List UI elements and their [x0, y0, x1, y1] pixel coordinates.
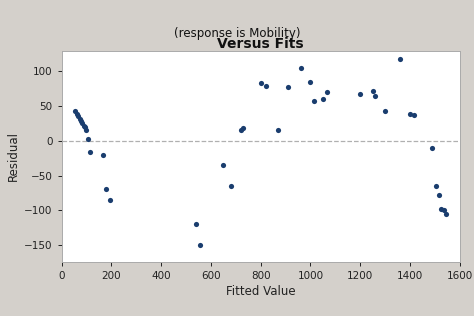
Title: Versus Fits: Versus Fits	[218, 37, 304, 51]
Point	[262, 83, 269, 88]
Point	[297, 65, 304, 70]
Point	[73, 111, 81, 116]
Point	[82, 127, 90, 132]
Point	[435, 192, 442, 198]
Point	[274, 127, 282, 132]
Point	[102, 187, 110, 192]
Text: (response is Mobility): (response is Mobility)	[174, 27, 300, 40]
Point	[192, 222, 200, 227]
Point	[410, 112, 418, 118]
X-axis label: Fitted Value: Fitted Value	[226, 285, 295, 299]
Point	[323, 90, 330, 95]
Point	[72, 108, 79, 113]
Point	[442, 211, 450, 216]
Point	[356, 92, 364, 97]
Point	[74, 113, 82, 118]
Point	[371, 94, 379, 99]
Point	[219, 162, 227, 167]
Point	[284, 84, 292, 89]
Point	[307, 80, 314, 85]
Point	[428, 145, 436, 150]
Point	[432, 183, 440, 188]
Point	[76, 116, 83, 121]
Y-axis label: Residual: Residual	[7, 131, 20, 181]
Point	[81, 125, 89, 130]
Point	[86, 149, 94, 155]
Point	[369, 88, 376, 93]
Point	[396, 56, 404, 61]
Point	[77, 119, 85, 124]
Point	[84, 137, 91, 142]
Point	[381, 108, 389, 113]
Point	[99, 152, 107, 157]
Point	[196, 242, 203, 247]
Point	[239, 126, 247, 131]
Point	[319, 97, 327, 102]
Point	[78, 121, 86, 126]
Point	[438, 206, 445, 211]
Point	[310, 99, 318, 104]
Point	[106, 197, 114, 202]
Point	[227, 183, 235, 188]
Point	[406, 111, 414, 116]
Point	[257, 81, 264, 86]
Point	[80, 123, 87, 128]
Point	[237, 127, 245, 132]
Point	[440, 208, 447, 213]
